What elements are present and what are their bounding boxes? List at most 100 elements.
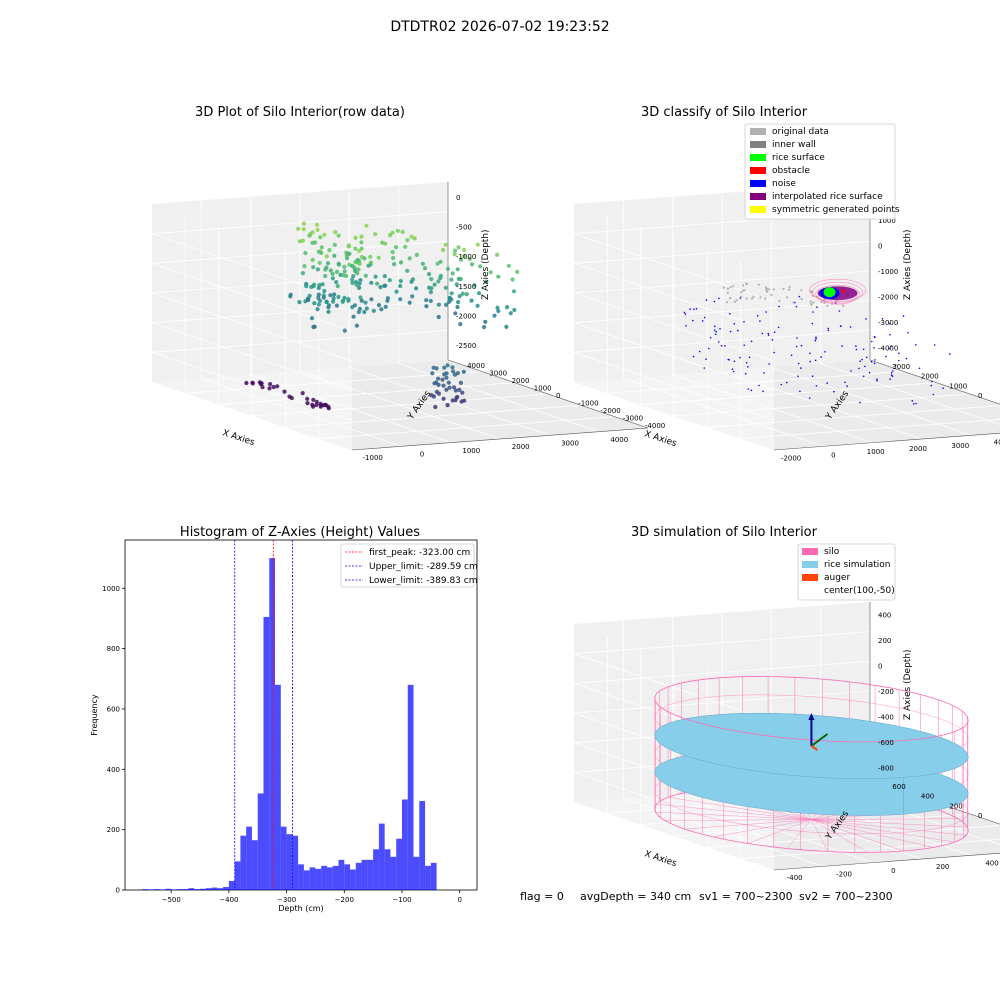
histogram-bar xyxy=(251,840,258,890)
noise-point xyxy=(701,320,704,322)
legend-swatch-auger xyxy=(802,574,818,581)
raw-point xyxy=(445,403,450,408)
histogram-bar xyxy=(344,864,351,890)
raw-point xyxy=(368,260,373,265)
noise-point xyxy=(728,359,730,361)
raw-point xyxy=(332,242,337,247)
raw-point xyxy=(282,389,287,394)
raw-point xyxy=(458,322,463,327)
raw-point xyxy=(434,389,439,394)
raw-point xyxy=(496,274,501,279)
raw-point xyxy=(420,261,425,266)
noise-point xyxy=(811,322,814,325)
raw-point xyxy=(350,277,355,282)
raw-point xyxy=(449,277,454,282)
noise-point xyxy=(816,306,818,309)
noise-point xyxy=(855,348,858,351)
noise-point xyxy=(930,384,933,387)
histogram-bar xyxy=(269,558,276,890)
histogram-bar xyxy=(326,867,333,890)
noise-point xyxy=(912,403,915,405)
simulation-title: 3D simulation of Silo Interior xyxy=(631,525,818,540)
footer-sv2: sv2 = 700~2300 xyxy=(799,890,893,903)
raw-point xyxy=(315,267,320,272)
histogram-bar xyxy=(280,826,287,890)
panel-simulation-3d: 3D simulation of Silo Interior -400 -200 0… xyxy=(573,525,1000,882)
classify-legend: original data inner wall rice surface ob… xyxy=(744,123,900,220)
raw-point xyxy=(467,256,472,262)
original-point xyxy=(800,289,803,292)
raw-point xyxy=(344,250,349,255)
histogram-bar xyxy=(321,865,327,890)
cls-tick-x: 0 xyxy=(831,451,835,459)
raw-point xyxy=(322,232,327,237)
original-point xyxy=(733,300,737,303)
raw-axis-x xyxy=(351,427,649,451)
noise-point xyxy=(814,339,817,342)
rice-surface-points xyxy=(823,287,836,298)
raw-point xyxy=(395,228,400,233)
noise-point xyxy=(889,378,891,381)
raw-point xyxy=(334,269,340,274)
raw-point xyxy=(393,245,399,250)
raw-point xyxy=(350,280,355,286)
raw-point xyxy=(315,227,320,232)
raw-point xyxy=(314,222,320,227)
raw-point xyxy=(319,245,324,250)
panel-histogram: Histogram of Z-Axies (Height) Values −50… xyxy=(90,525,478,913)
noise-point xyxy=(933,344,936,346)
noise-point xyxy=(859,401,861,404)
raw-point xyxy=(438,273,443,278)
original-point xyxy=(782,287,785,291)
raw-point xyxy=(307,293,312,298)
raw-point xyxy=(488,270,493,275)
histogram-bar xyxy=(159,889,166,890)
raw-point xyxy=(456,245,461,250)
raw-point xyxy=(482,325,487,330)
noise-point xyxy=(745,362,748,364)
original-point xyxy=(810,303,813,306)
histogram-bar xyxy=(401,799,408,890)
raw-point xyxy=(453,311,458,316)
noise-point xyxy=(844,381,846,384)
raw-point xyxy=(323,402,328,407)
raw-point xyxy=(362,309,367,315)
simulation-xlabel: X Axies xyxy=(643,849,678,869)
raw-point xyxy=(275,384,280,389)
noise-point xyxy=(873,362,876,365)
raw-point xyxy=(429,393,434,398)
noise-point xyxy=(743,320,745,323)
raw-point xyxy=(357,306,362,311)
classify-tick-labels: -2000010002000300040005000-3000-2000-100… xyxy=(781,192,1000,463)
noise-point xyxy=(705,358,707,361)
raw-point xyxy=(354,323,359,328)
histogram-bar xyxy=(240,835,247,890)
silo-floor-spoke xyxy=(655,811,812,820)
original-point xyxy=(752,295,755,298)
histogram-ytick-label: 400 xyxy=(107,766,120,774)
noise-point xyxy=(918,367,921,370)
raw-point xyxy=(296,226,301,231)
silo-floor-spoke xyxy=(664,819,812,821)
noise-point xyxy=(685,325,687,327)
cls-tick-z: -4000 xyxy=(878,344,898,352)
raw-point xyxy=(434,380,439,385)
legend-center: center(100,-50) xyxy=(824,586,895,596)
histogram-bar xyxy=(292,835,299,890)
raw-point xyxy=(478,264,483,269)
raw-point xyxy=(314,402,319,408)
histogram-bar xyxy=(217,888,224,890)
sim-tick-y: 0 xyxy=(978,812,982,820)
raw-point xyxy=(383,304,388,309)
original-point xyxy=(770,293,773,297)
raw-point xyxy=(462,398,467,403)
raw-point xyxy=(464,292,469,297)
original-point xyxy=(809,300,812,303)
legend-original-data: original data xyxy=(772,127,829,137)
original-point xyxy=(735,299,738,302)
original-point xyxy=(740,291,743,294)
noise-point xyxy=(750,340,753,343)
raw-point xyxy=(359,234,364,239)
noise-point xyxy=(714,325,716,328)
figure-suptitle: DTDTR02 2026-07-02 19:23:52 xyxy=(390,19,609,35)
